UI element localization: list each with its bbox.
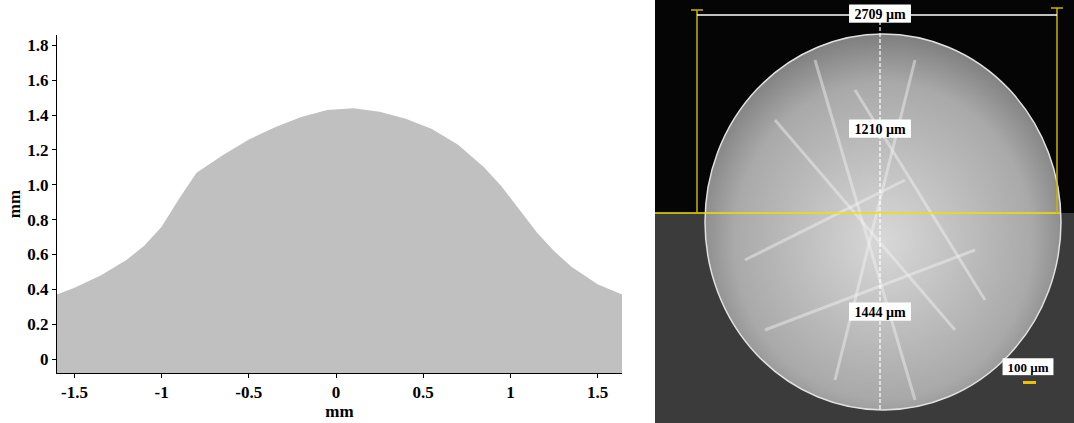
svg-text:-0.5: -0.5	[235, 383, 262, 402]
svg-text:0.5: 0.5	[413, 383, 434, 402]
svg-text:2709 µm: 2709 µm	[854, 7, 906, 22]
svg-text:0.8: 0.8	[27, 211, 48, 230]
svg-text:1.6: 1.6	[27, 71, 48, 90]
svg-text:0.4: 0.4	[27, 280, 49, 299]
svg-text:1.0: 1.0	[27, 176, 48, 195]
svg-text:0: 0	[40, 350, 49, 369]
svg-text:1.5: 1.5	[587, 383, 608, 402]
svg-text:1.8: 1.8	[27, 36, 48, 55]
svg-text:mm: mm	[325, 402, 353, 421]
svg-text:1: 1	[506, 383, 515, 402]
svg-text:1210 µm: 1210 µm	[854, 122, 906, 137]
svg-text:1.4: 1.4	[27, 106, 49, 125]
svg-text:0.2: 0.2	[27, 315, 48, 334]
svg-text:-1: -1	[155, 383, 169, 402]
svg-text:1.2: 1.2	[27, 141, 48, 160]
svg-text:100 µm: 100 µm	[1007, 360, 1048, 375]
svg-text:0.6: 0.6	[27, 245, 48, 264]
svg-text:mm: mm	[5, 190, 24, 218]
svg-text:-1.5: -1.5	[61, 383, 88, 402]
svg-text:1444 µm: 1444 µm	[854, 305, 906, 320]
svg-text:0: 0	[332, 383, 341, 402]
